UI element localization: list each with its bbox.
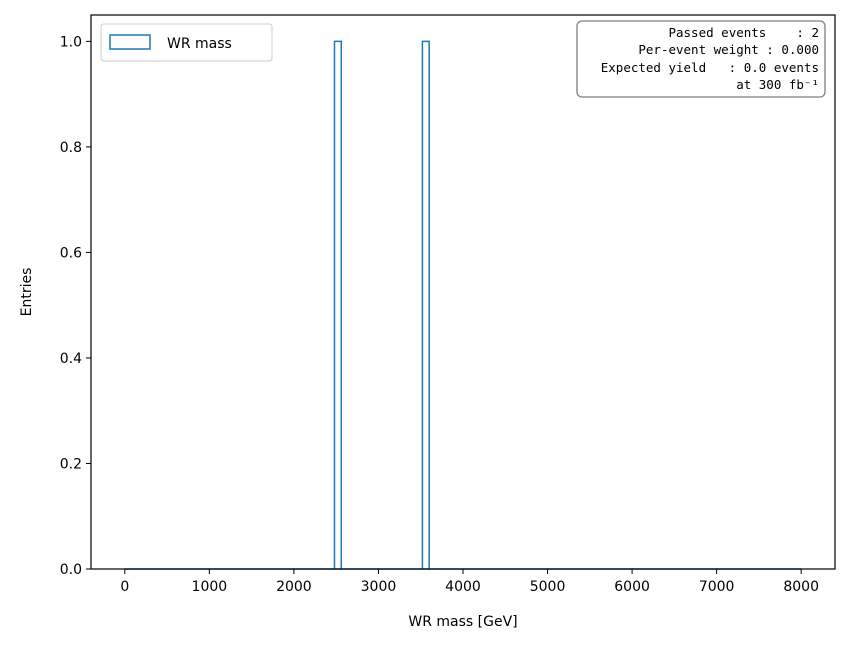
y-tick-label: 1.0 <box>60 34 82 50</box>
x-tick-label: 7000 <box>699 579 735 595</box>
y-axis-label: Entries <box>19 268 35 317</box>
y-tick-label: 0.6 <box>60 245 82 261</box>
legend-swatch <box>109 34 151 50</box>
x-tick-label: 3000 <box>361 579 397 595</box>
plot-frame <box>90 14 836 570</box>
legend-frame <box>100 23 273 62</box>
y-axis: 0.0 0.2 0.4 0.6 0.8 1.0 <box>60 34 91 578</box>
info-line-expected-yield: Expected yield : 0.0 events <box>601 60 819 75</box>
y-tick-label: 0.8 <box>60 140 82 156</box>
y-tick-label: 0.4 <box>60 351 82 367</box>
x-tick-label: 5000 <box>530 579 566 595</box>
info-box: Passed events : 2 Per-event weight : 0.0… <box>576 20 826 98</box>
info-line-per-event-weight: Per-event weight : 0.000 <box>638 42 819 57</box>
x-axis-label: WR mass [GeV] <box>408 614 517 630</box>
legend: WR mass <box>100 23 273 62</box>
info-line-passed-events: Passed events : 2 <box>668 25 819 40</box>
histogram-bin-0-1 <box>421 40 430 569</box>
histogram-bin-0-0 <box>333 40 343 569</box>
legend-label: WR mass <box>167 36 232 52</box>
x-tick-label: 6000 <box>614 579 650 595</box>
x-axis: 0 1000 2000 3000 4000 5000 6000 7000 8000 <box>120 569 819 595</box>
info-box-frame <box>576 20 826 98</box>
plot-layer <box>124 40 802 570</box>
x-tick-label: 2000 <box>276 579 312 595</box>
x-tick-label: 1000 <box>192 579 228 595</box>
x-tick-label: 8000 <box>783 579 819 595</box>
y-tick-label: 0.0 <box>60 562 82 578</box>
y-tick-label: 0.2 <box>60 456 82 472</box>
info-line-luminosity: at 300 fb⁻¹ <box>736 77 819 92</box>
x-tick-label: 0 <box>120 579 129 595</box>
x-tick-label: 4000 <box>445 579 481 595</box>
